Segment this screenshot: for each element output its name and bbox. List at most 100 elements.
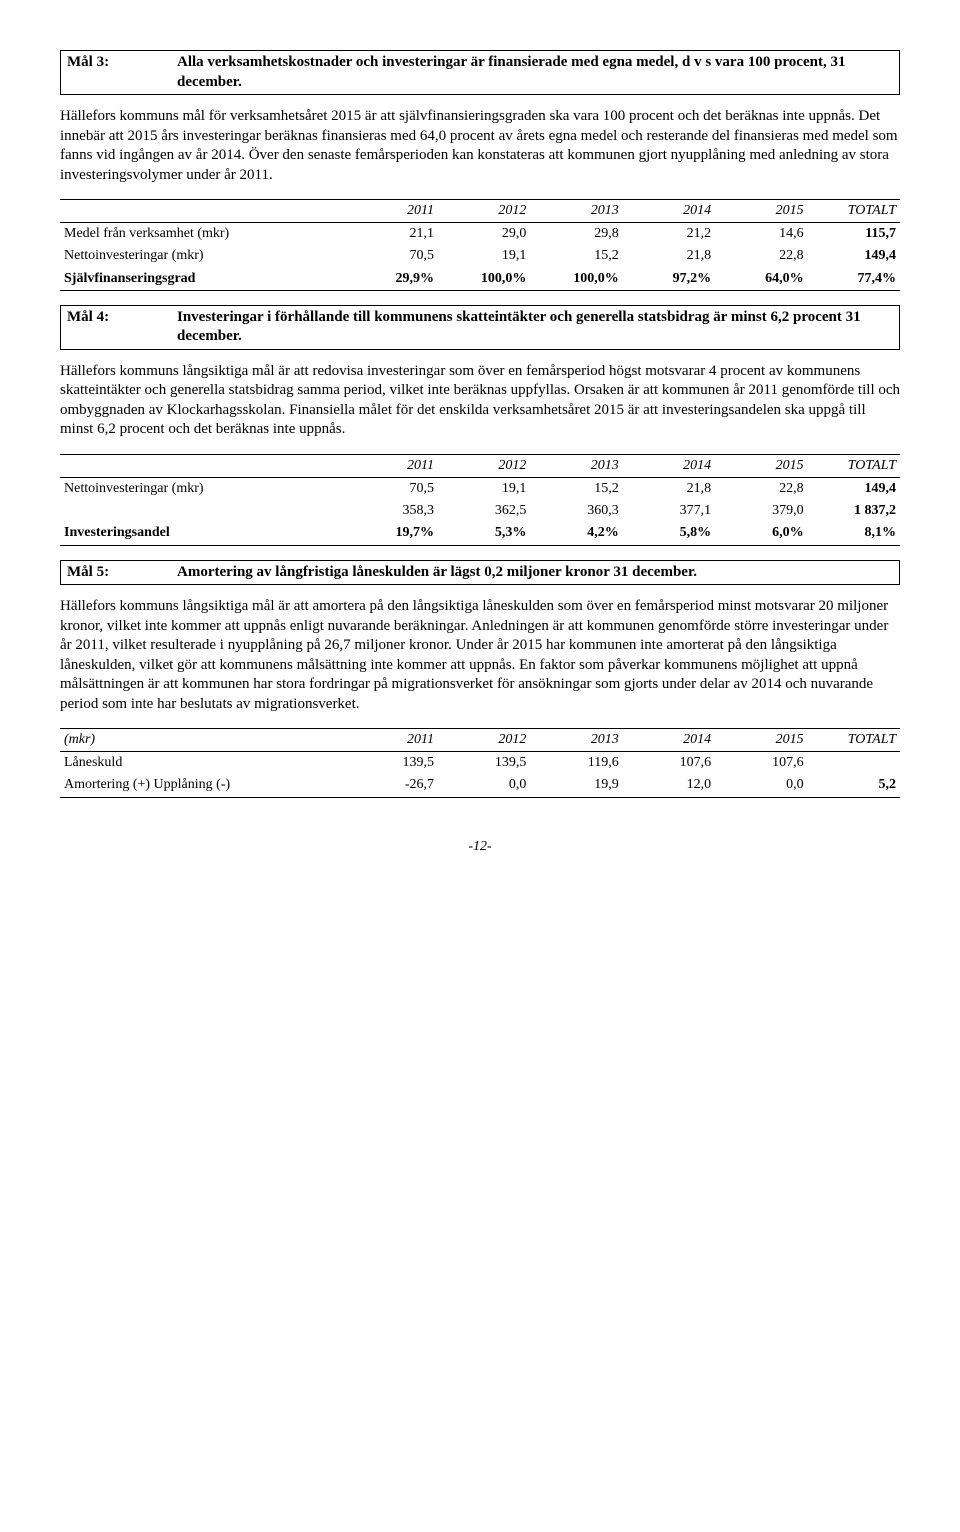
- table-row: Nettoinvesteringar (mkr) 70,5 19,1 15,2 …: [60, 245, 900, 267]
- goal-3-label: Mål 3:: [67, 53, 177, 92]
- table-row: Låneskuld 139,5 139,5 119,6 107,6 107,6: [60, 752, 900, 775]
- cell: 12,0: [623, 774, 715, 797]
- cell: 377,1: [623, 500, 715, 522]
- cell: 149,4: [808, 477, 900, 500]
- cell: 139,5: [438, 752, 530, 775]
- th: 2014: [623, 200, 715, 223]
- cell: 0,0: [715, 774, 807, 797]
- cell: 19,1: [438, 477, 530, 500]
- cell: 70,5: [346, 245, 438, 267]
- cell: 19,1: [438, 245, 530, 267]
- cell: 29,0: [438, 223, 530, 246]
- table-row: Självfinanseringsgrad 29,9% 100,0% 100,0…: [60, 268, 900, 291]
- cell: 64,0%: [715, 268, 807, 291]
- cell: 100,0%: [438, 268, 530, 291]
- goal-3-paragraph: Hällefors kommuns mål för verksamhetsåre…: [60, 107, 900, 185]
- page-number: -12-: [60, 838, 900, 856]
- th: 2013: [530, 454, 622, 477]
- cell: Nettoinvesteringar (mkr): [60, 477, 346, 500]
- goal-3-box: Mål 3: Alla verksamhetskostnader och inv…: [60, 50, 900, 95]
- cell: 6,0%: [715, 522, 807, 545]
- cell: Amortering (+) Upplåning (-): [60, 774, 346, 797]
- cell: Investeringsandel: [60, 522, 346, 545]
- table-row: Nettoinvesteringar (mkr) 70,5 19,1 15,2 …: [60, 477, 900, 500]
- cell: 29,8: [530, 223, 622, 246]
- cell: 70,5: [346, 477, 438, 500]
- goal-5-label: Mål 5:: [67, 563, 177, 583]
- cell: 149,4: [808, 245, 900, 267]
- goal-4-text: Investeringar i förhållande till kommune…: [177, 308, 893, 347]
- cell: Medel från verksamhet (mkr): [60, 223, 346, 246]
- cell: 14,6: [715, 223, 807, 246]
- th: 2014: [623, 454, 715, 477]
- cell: 100,0%: [530, 268, 622, 291]
- cell: 0,0: [438, 774, 530, 797]
- cell: -26,7: [346, 774, 438, 797]
- cell: 21,2: [623, 223, 715, 246]
- goal-5-paragraph: Hällefors kommuns långsiktiga mål är att…: [60, 597, 900, 714]
- cell: 21,8: [623, 477, 715, 500]
- th: [60, 454, 346, 477]
- th: TOTALT: [808, 200, 900, 223]
- th: 2011: [346, 200, 438, 223]
- th: 2012: [438, 729, 530, 752]
- cell: 5,2: [808, 774, 900, 797]
- goal-5-box: Mål 5: Amortering av långfristiga lånesk…: [60, 560, 900, 586]
- cell: 5,3%: [438, 522, 530, 545]
- cell: 22,8: [715, 245, 807, 267]
- th: 2015: [715, 200, 807, 223]
- cell: Låneskuld: [60, 752, 346, 775]
- goal-4-label: Mål 4:: [67, 308, 177, 347]
- th: 2011: [346, 729, 438, 752]
- th: TOTALT: [808, 729, 900, 752]
- th: 2013: [530, 200, 622, 223]
- cell: Självfinanseringsgrad: [60, 268, 346, 291]
- cell: 21,1: [346, 223, 438, 246]
- table-4-header: 2011 2012 2013 2014 2015 TOTALT: [60, 454, 900, 477]
- cell: 107,6: [623, 752, 715, 775]
- cell: 4,2%: [530, 522, 622, 545]
- table-row: Amortering (+) Upplåning (-) -26,7 0,0 1…: [60, 774, 900, 797]
- goal-4-box: Mål 4: Investeringar i förhållande till …: [60, 305, 900, 350]
- cell: 15,2: [530, 477, 622, 500]
- cell: 8,1%: [808, 522, 900, 545]
- goal-5-text: Amortering av långfristiga låneskulden ä…: [177, 563, 697, 583]
- th: 2012: [438, 200, 530, 223]
- cell: 360,3: [530, 500, 622, 522]
- th: 2015: [715, 454, 807, 477]
- th: 2013: [530, 729, 622, 752]
- cell: [808, 752, 900, 775]
- goal-4-paragraph: Hällefors kommuns långsiktiga mål är att…: [60, 362, 900, 440]
- table-3: 2011 2012 2013 2014 2015 TOTALT Medel fr…: [60, 199, 900, 291]
- cell: 19,7%: [346, 522, 438, 545]
- th: [60, 200, 346, 223]
- cell: 19,9: [530, 774, 622, 797]
- cell: 115,7: [808, 223, 900, 246]
- table-row: Medel från verksamhet (mkr) 21,1 29,0 29…: [60, 223, 900, 246]
- cell: 358,3: [346, 500, 438, 522]
- cell: [60, 500, 346, 522]
- goal-3-text: Alla verksamhetskostnader och investerin…: [177, 53, 893, 92]
- cell: 77,4%: [808, 268, 900, 291]
- cell: 1 837,2: [808, 500, 900, 522]
- th: 2015: [715, 729, 807, 752]
- cell: Nettoinvesteringar (mkr): [60, 245, 346, 267]
- cell: 21,8: [623, 245, 715, 267]
- table-3-header: 2011 2012 2013 2014 2015 TOTALT: [60, 200, 900, 223]
- th: (mkr): [60, 729, 346, 752]
- th: TOTALT: [808, 454, 900, 477]
- cell: 119,6: [530, 752, 622, 775]
- table-4: 2011 2012 2013 2014 2015 TOTALT Nettoinv…: [60, 454, 900, 546]
- th: 2014: [623, 729, 715, 752]
- table-row: 358,3 362,5 360,3 377,1 379,0 1 837,2: [60, 500, 900, 522]
- cell: 107,6: [715, 752, 807, 775]
- table-5: (mkr) 2011 2012 2013 2014 2015 TOTALT Lå…: [60, 728, 900, 798]
- cell: 29,9%: [346, 268, 438, 291]
- cell: 379,0: [715, 500, 807, 522]
- th: 2011: [346, 454, 438, 477]
- th: 2012: [438, 454, 530, 477]
- cell: 15,2: [530, 245, 622, 267]
- cell: 5,8%: [623, 522, 715, 545]
- table-5-header: (mkr) 2011 2012 2013 2014 2015 TOTALT: [60, 729, 900, 752]
- cell: 22,8: [715, 477, 807, 500]
